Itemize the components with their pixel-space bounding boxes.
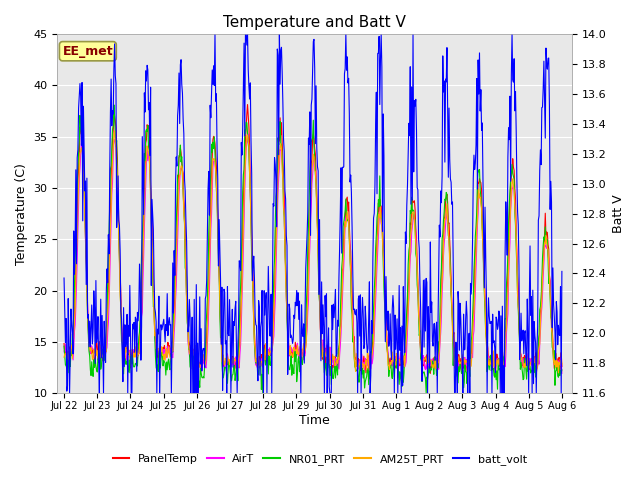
AirT: [197, 357, 205, 362]
AM25T_PRT: [111, 128, 118, 134]
batt_volt: [211, 31, 219, 37]
PanelTemp: [244, 102, 252, 108]
PanelTemp: [171, 295, 179, 301]
Y-axis label: Batt V: Batt V: [612, 194, 625, 233]
Legend: PanelTemp, AirT, NR01_PRT, AM25T_PRT, batt_volt: PanelTemp, AirT, NR01_PRT, AM25T_PRT, ba…: [108, 450, 532, 469]
NR01_PRT: [121, 354, 129, 360]
NR01_PRT: [172, 247, 179, 252]
NR01_PRT: [60, 343, 68, 349]
NR01_PRT: [389, 365, 397, 371]
AM25T_PRT: [69, 343, 77, 349]
AM25T_PRT: [121, 355, 129, 361]
PanelTemp: [388, 362, 396, 368]
AM25T_PRT: [172, 285, 179, 291]
PanelTemp: [69, 344, 77, 349]
NR01_PRT: [374, 197, 382, 203]
batt_volt: [70, 228, 77, 234]
batt_volt: [66, 390, 74, 396]
AM25T_PRT: [388, 349, 396, 355]
Line: AirT: AirT: [64, 134, 562, 373]
AM25T_PRT: [60, 354, 68, 360]
batt_volt: [558, 268, 566, 274]
AirT: [171, 319, 179, 324]
PanelTemp: [120, 352, 128, 358]
AirT: [120, 346, 128, 351]
Line: AM25T_PRT: AM25T_PRT: [64, 131, 562, 373]
NR01_PRT: [558, 367, 566, 373]
NR01_PRT: [69, 331, 77, 337]
batt_volt: [374, 50, 382, 56]
batt_volt: [198, 368, 205, 374]
AirT: [388, 363, 396, 369]
PanelTemp: [197, 367, 205, 373]
AirT: [69, 357, 77, 363]
Line: batt_volt: batt_volt: [64, 34, 562, 393]
Line: PanelTemp: PanelTemp: [64, 105, 562, 378]
AirT: [374, 249, 381, 255]
AM25T_PRT: [558, 361, 566, 367]
Title: Temperature and Batt V: Temperature and Batt V: [223, 15, 406, 30]
NR01_PRT: [259, 390, 267, 396]
PanelTemp: [558, 363, 566, 369]
AM25T_PRT: [198, 360, 205, 366]
batt_volt: [389, 293, 397, 299]
X-axis label: Time: Time: [300, 414, 330, 427]
PanelTemp: [374, 229, 381, 235]
PanelTemp: [60, 341, 68, 347]
NR01_PRT: [198, 374, 205, 380]
batt_volt: [121, 322, 129, 328]
Line: NR01_PRT: NR01_PRT: [64, 105, 562, 393]
AirT: [558, 371, 566, 376]
AirT: [244, 131, 252, 137]
batt_volt: [172, 182, 179, 188]
NR01_PRT: [110, 102, 118, 108]
PanelTemp: [394, 375, 402, 381]
AirT: [60, 348, 68, 354]
AM25T_PRT: [374, 233, 381, 239]
Text: EE_met: EE_met: [63, 45, 113, 58]
batt_volt: [60, 275, 68, 281]
Y-axis label: Temperature (C): Temperature (C): [15, 163, 28, 264]
AM25T_PRT: [555, 370, 563, 376]
